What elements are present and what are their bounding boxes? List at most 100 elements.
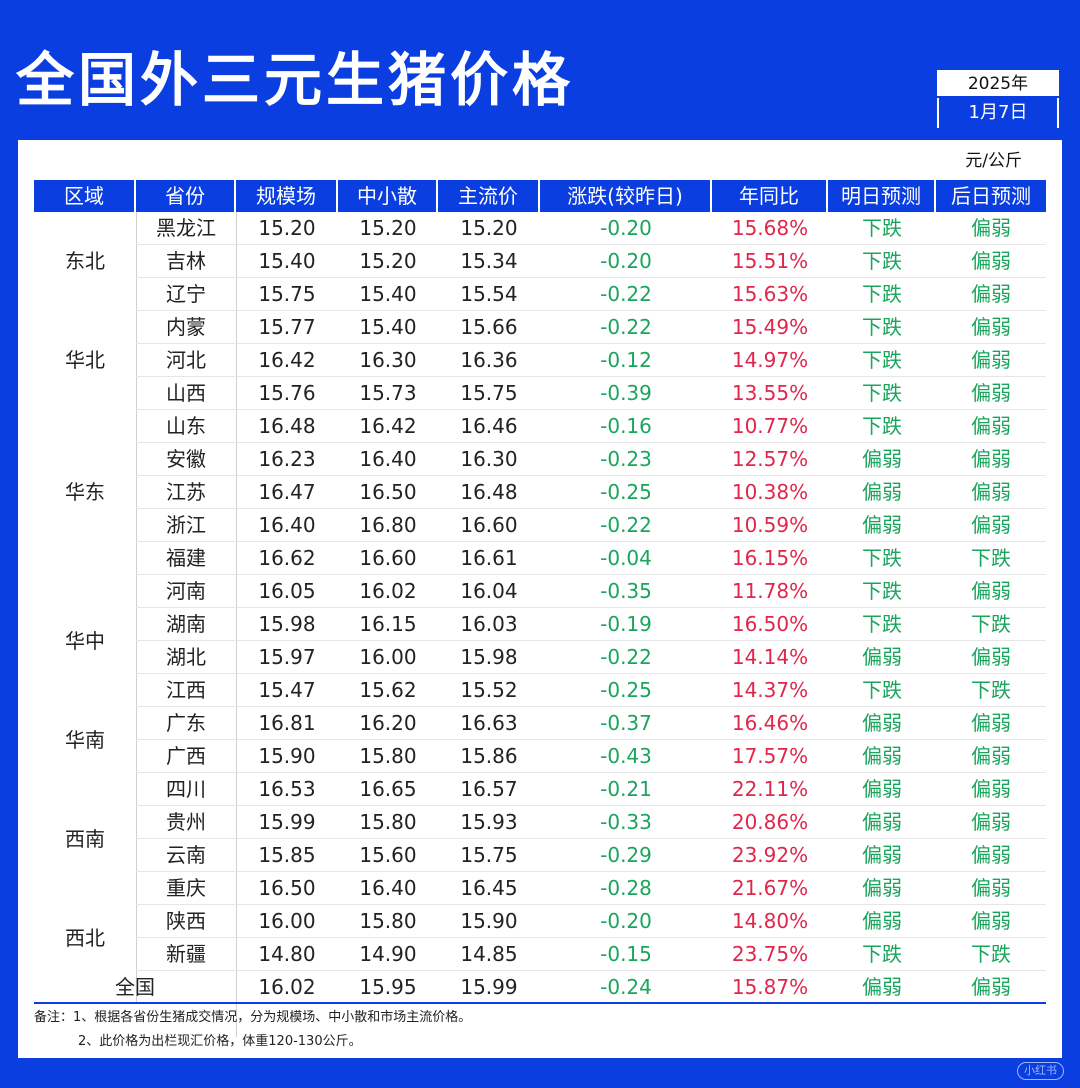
change-cell: -0.04 bbox=[600, 546, 652, 570]
region-spacer bbox=[34, 641, 136, 674]
province-cell: 内蒙 bbox=[166, 315, 206, 339]
large-farm-cell: 16.05 bbox=[258, 579, 316, 603]
large-farm-cell: 16.53 bbox=[258, 777, 316, 801]
yoy-cell: 10.38% bbox=[731, 480, 809, 504]
region-spacer bbox=[34, 938, 136, 971]
dayafter-forecast-cell: 下跌 bbox=[971, 678, 1011, 702]
national-dayafter-forecast-cell: 偏弱 bbox=[971, 975, 1011, 999]
small-farm-cell: 15.20 bbox=[359, 249, 417, 273]
province-cell: 福建 bbox=[166, 546, 206, 570]
header-change: 涨跌(较昨日) bbox=[540, 180, 712, 212]
row-divider bbox=[136, 508, 1046, 509]
tomorrow-forecast-cell: 下跌 bbox=[862, 942, 902, 966]
small-farm-cell: 15.40 bbox=[359, 282, 417, 306]
tomorrow-forecast-cell: 下跌 bbox=[862, 414, 902, 438]
dayafter-forecast-cell: 偏弱 bbox=[971, 909, 1011, 933]
change-cell: -0.15 bbox=[600, 942, 652, 966]
small-farm-cell: 15.80 bbox=[359, 744, 417, 768]
table-body: 东北 华北 华东 华中 华南 西南 西北 黑龙江 15.20 15.20 15.20 -0.20 15… bbox=[34, 212, 1046, 1037]
region-spacer bbox=[34, 509, 136, 542]
price-table-panel: 元/公斤 区域 省份 规模场 中小散 主流价 涨跌(较昨日) 年同比 明日预测 … bbox=[18, 140, 1062, 1058]
yoy-cell: 14.14% bbox=[731, 645, 809, 669]
tomorrow-forecast-cell: 偏弱 bbox=[862, 645, 902, 669]
small-farm-cell: 16.65 bbox=[359, 777, 417, 801]
dayafter-forecast-cell: 偏弱 bbox=[971, 645, 1011, 669]
large-farm-cell: 16.62 bbox=[258, 546, 316, 570]
national-change-cell: -0.24 bbox=[600, 975, 652, 999]
mainstream-price-cell: 16.61 bbox=[460, 546, 518, 570]
mainstream-price-cell: 15.90 bbox=[460, 909, 518, 933]
mainstream-price-cell: 15.66 bbox=[460, 315, 518, 339]
change-cell: -0.22 bbox=[600, 513, 652, 537]
tomorrow-forecast-cell: 下跌 bbox=[862, 216, 902, 240]
province-cell: 陕西 bbox=[166, 909, 206, 933]
change-cell: -0.33 bbox=[600, 810, 652, 834]
mainstream-price-cell: 16.03 bbox=[460, 612, 518, 636]
table-row: 浙江 16.40 16.80 16.60 -0.22 10.59% 偏弱 偏弱 bbox=[34, 509, 1046, 542]
change-cell: -0.21 bbox=[600, 777, 652, 801]
change-cell: -0.23 bbox=[600, 447, 652, 471]
dayafter-forecast-cell: 偏弱 bbox=[971, 744, 1011, 768]
table-row: 山西 15.76 15.73 15.75 -0.39 13.55% 下跌 偏弱 bbox=[34, 377, 1046, 410]
table-row: 福建 16.62 16.60 16.61 -0.04 16.15% 下跌 下跌 bbox=[34, 542, 1046, 575]
region-spacer bbox=[34, 773, 136, 806]
table-row: 内蒙 15.77 15.40 15.66 -0.22 15.49% 下跌 偏弱 bbox=[34, 311, 1046, 344]
large-farm-cell: 16.42 bbox=[258, 348, 316, 372]
province-cell: 湖南 bbox=[166, 612, 206, 636]
dayafter-forecast-cell: 偏弱 bbox=[971, 480, 1011, 504]
dayafter-forecast-cell: 偏弱 bbox=[971, 315, 1011, 339]
row-divider bbox=[136, 409, 1046, 410]
change-cell: -0.20 bbox=[600, 909, 652, 933]
small-farm-cell: 16.40 bbox=[359, 447, 417, 471]
table-row: 新疆 14.80 14.90 14.85 -0.15 23.75% 下跌 下跌 bbox=[34, 938, 1046, 971]
tomorrow-forecast-cell: 偏弱 bbox=[862, 843, 902, 867]
yoy-cell: 17.57% bbox=[731, 744, 809, 768]
yoy-cell: 16.15% bbox=[731, 546, 809, 570]
province-cell: 云南 bbox=[166, 843, 206, 867]
large-farm-cell: 15.97 bbox=[258, 645, 316, 669]
row-divider bbox=[136, 772, 1046, 773]
header-small-farm: 中小散 bbox=[338, 180, 438, 212]
mainstream-price-cell: 15.86 bbox=[460, 744, 518, 768]
mainstream-price-cell: 16.60 bbox=[460, 513, 518, 537]
table-bottom-rule bbox=[34, 1002, 1046, 1004]
yoy-cell: 14.80% bbox=[731, 909, 809, 933]
small-farm-cell: 16.50 bbox=[359, 480, 417, 504]
row-divider bbox=[136, 706, 1046, 707]
change-cell: -0.20 bbox=[600, 216, 652, 240]
tomorrow-forecast-cell: 偏弱 bbox=[862, 777, 902, 801]
table-row: 辽宁 15.75 15.40 15.54 -0.22 15.63% 下跌 偏弱 bbox=[34, 278, 1046, 311]
large-farm-cell: 16.81 bbox=[258, 711, 316, 735]
region-label: 东北 bbox=[65, 249, 105, 273]
tomorrow-forecast-cell: 下跌 bbox=[862, 315, 902, 339]
dayafter-forecast-cell: 偏弱 bbox=[971, 381, 1011, 405]
row-divider bbox=[136, 541, 1046, 542]
tomorrow-forecast-cell: 下跌 bbox=[862, 612, 902, 636]
large-farm-cell: 15.75 bbox=[258, 282, 316, 306]
small-farm-cell: 15.80 bbox=[359, 810, 417, 834]
row-divider bbox=[136, 805, 1046, 806]
large-farm-cell: 15.47 bbox=[258, 678, 316, 702]
province-cell: 江苏 bbox=[166, 480, 206, 504]
row-divider bbox=[136, 904, 1046, 905]
row-divider bbox=[136, 607, 1046, 608]
tomorrow-forecast-cell: 下跌 bbox=[862, 546, 902, 570]
region-label: 西北 bbox=[65, 925, 105, 950]
mainstream-price-cell: 16.30 bbox=[460, 447, 518, 471]
dayafter-forecast-cell: 偏弱 bbox=[971, 579, 1011, 603]
tomorrow-forecast-cell: 偏弱 bbox=[862, 810, 902, 834]
large-farm-cell: 15.85 bbox=[258, 843, 316, 867]
yoy-cell: 15.68% bbox=[731, 216, 809, 240]
yoy-cell: 15.63% bbox=[731, 282, 809, 306]
dayafter-forecast-cell: 下跌 bbox=[971, 612, 1011, 636]
date-year: 2025年 bbox=[937, 70, 1059, 98]
national-row: 全国 16.02 15.95 15.99 -0.24 15.87% 偏弱 偏弱 bbox=[34, 971, 1046, 1004]
change-cell: -0.22 bbox=[600, 645, 652, 669]
row-divider bbox=[136, 343, 1046, 344]
tomorrow-forecast-cell: 下跌 bbox=[862, 282, 902, 306]
region-spacer bbox=[34, 443, 136, 476]
province-cell: 广西 bbox=[166, 744, 206, 768]
change-cell: -0.12 bbox=[600, 348, 652, 372]
dayafter-forecast-cell: 下跌 bbox=[971, 546, 1011, 570]
region-spacer bbox=[34, 542, 136, 575]
